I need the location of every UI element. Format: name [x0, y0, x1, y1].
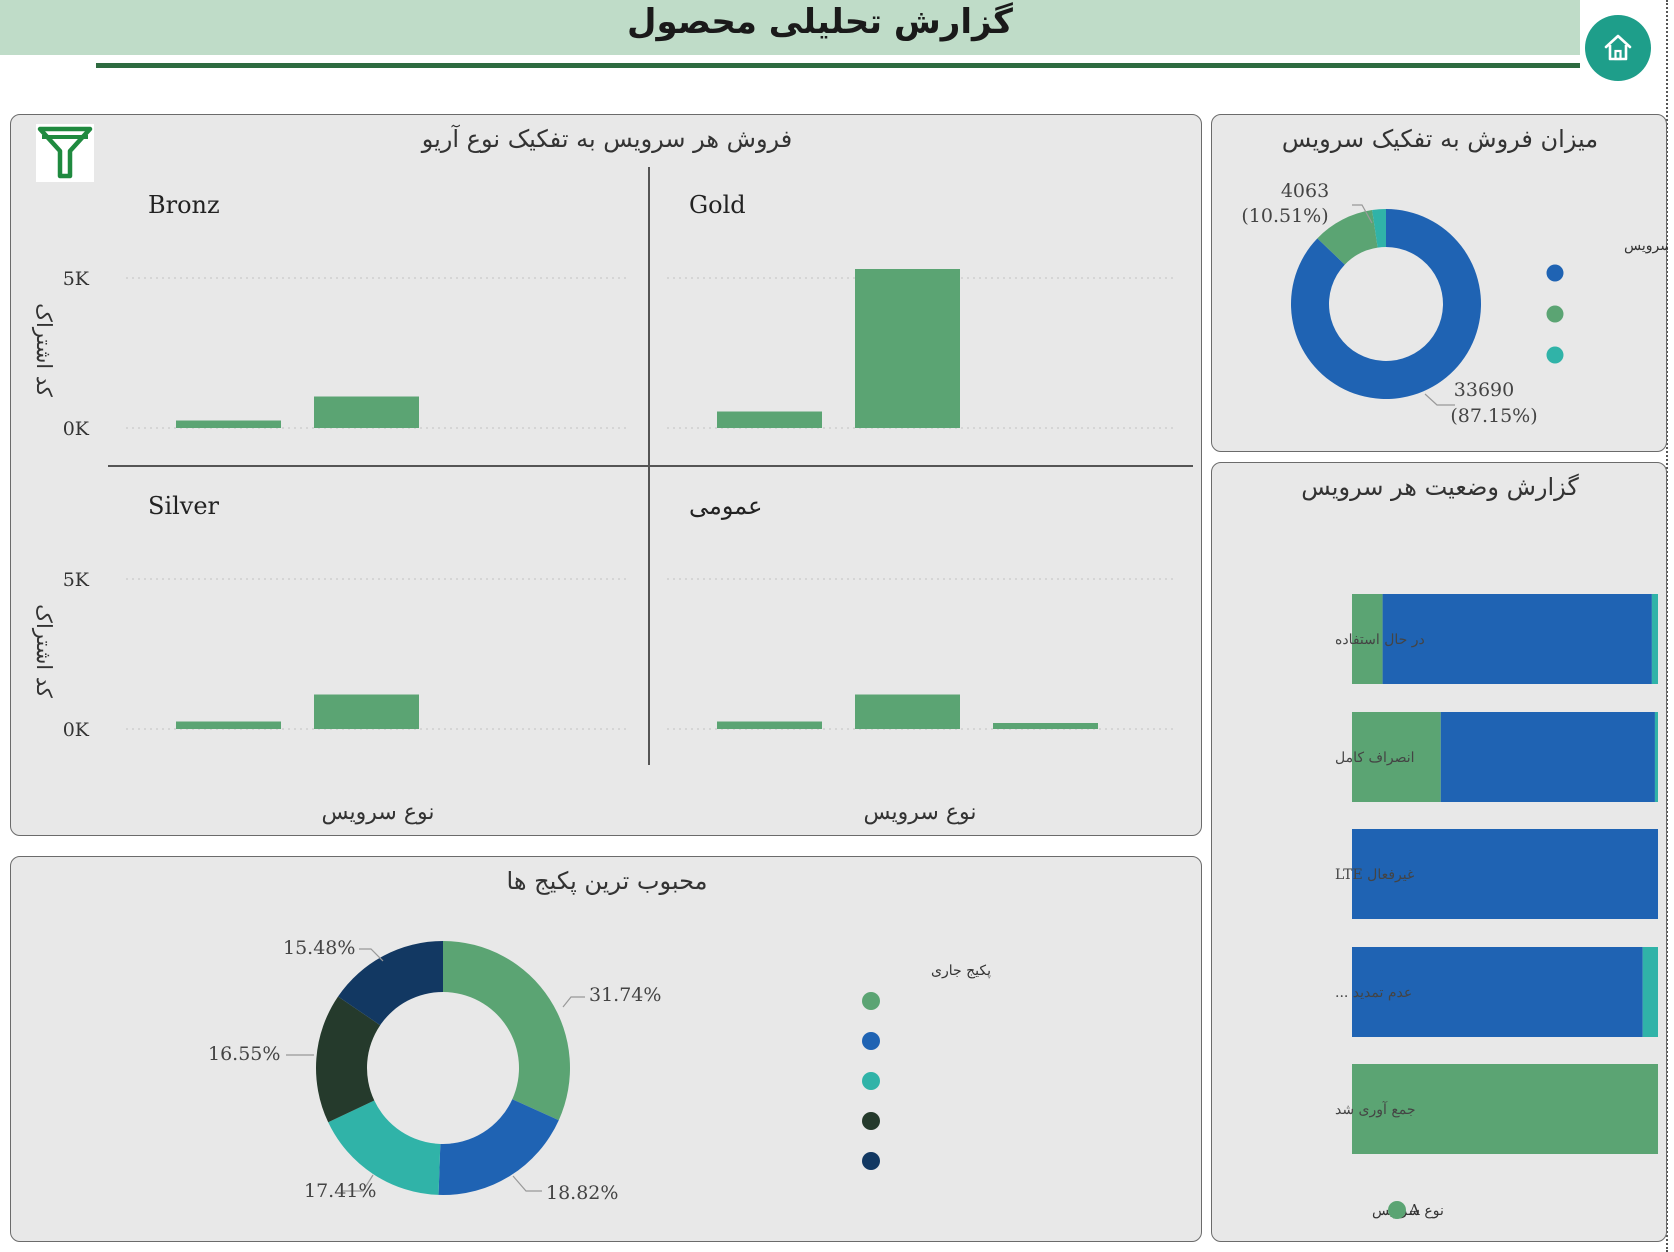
slice-percent-label: 15.48%	[283, 937, 355, 959]
donut-slice	[438, 1099, 559, 1195]
facet-title: عمومی	[689, 492, 762, 520]
legend-marker	[1546, 305, 1564, 323]
bar	[314, 694, 419, 729]
stacked-bar-segment	[1352, 712, 1441, 802]
y-axis-label: کد اشتراک	[31, 604, 56, 698]
home-icon	[1604, 34, 1632, 61]
label-leader	[342, 1174, 374, 1192]
legend-title: نوع سرویس	[1372, 1203, 1444, 1219]
bar	[176, 721, 281, 729]
legend-marker	[862, 1152, 880, 1170]
label-leader	[562, 996, 585, 1008]
donut-slice	[338, 941, 443, 1026]
y-tick-label: 0K	[63, 418, 90, 440]
bar	[314, 396, 419, 428]
service-status-panel[interactable]: گزارش وضعیت هر سرویس در حال استفاده انصرا…	[1211, 462, 1667, 1242]
slice-percent-label: 16.55%	[208, 1043, 280, 1065]
category-label: جمع آوری شد	[1335, 1100, 1416, 1118]
bar	[176, 420, 281, 428]
legend-marker	[1546, 346, 1564, 364]
x-axis-label: نوع سرویس	[864, 800, 977, 825]
facet-title: Gold	[689, 191, 746, 219]
page-title: گزارش تحلیلی محصول	[627, 2, 1013, 42]
facet-title: Silver	[148, 492, 220, 520]
stacked-bar-segment	[1382, 594, 1652, 684]
sales-by-service-title: میزان فروش به تفکیک سرویس	[1281, 125, 1599, 153]
legend-label: A	[1408, 1201, 1420, 1219]
donut-slice	[1317, 210, 1378, 265]
bar	[993, 723, 1098, 729]
stacked-bar-segment	[1352, 594, 1383, 684]
filter-button[interactable]	[36, 124, 94, 182]
area-sales-title: فروش هر سرویس به تفکیک نوع آریو	[421, 125, 793, 153]
bar	[855, 269, 960, 428]
sales-by-service-panel[interactable]: میزان فروش به تفکیک سرویس 4063 (10.51%) 33…	[1211, 114, 1668, 452]
category-label: انصراف کامل	[1335, 750, 1415, 766]
bar	[717, 411, 822, 428]
area-sales-panel[interactable]: فروش هر سرویس به تفکیک نوع آریو Bronz 5K 0…	[10, 114, 1202, 836]
legend-title: پکیج جاری	[931, 963, 991, 979]
legend-marker	[862, 1112, 880, 1130]
sales-by-service-chart: 4063 (10.51%) 33690 (87.15%) نوع سرویس	[1241, 180, 1668, 427]
y-tick-label: 5K	[63, 569, 90, 591]
y-tick-label: 0K	[63, 719, 90, 741]
legend-marker	[1546, 264, 1564, 282]
stacked-bar-segment	[1642, 947, 1658, 1037]
slice-percent-label: 18.82%	[546, 1182, 618, 1204]
label-leader	[1424, 393, 1455, 406]
legend-title: نوع سرویس	[1624, 238, 1668, 254]
legend-marker	[862, 1072, 880, 1090]
label-leader	[512, 1175, 542, 1192]
slice-percent-label: 31.74%	[589, 984, 661, 1006]
donut-slice	[443, 941, 570, 1121]
stacked-bar-segment	[1440, 712, 1655, 802]
service-status-chart: در حال استفاده انصراف کامل غیرفعال LTE عدم …	[1335, 594, 1658, 1219]
header-divider	[96, 63, 1580, 68]
popular-packages-panel[interactable]: محبوب ترین پکیج ها 31.74% 18.82% 17.41% 16.…	[10, 856, 1202, 1242]
home-button[interactable]	[1585, 15, 1651, 81]
legend-marker	[862, 1032, 880, 1050]
stacked-bar-segment	[1352, 829, 1658, 919]
x-axis-label: نوع سرویس	[322, 800, 435, 825]
slice-percent-label: 17.41%	[304, 1180, 376, 1202]
stacked-bar-segment	[1651, 594, 1658, 684]
slice-percent-label: (87.15%)	[1450, 405, 1537, 427]
donut-slice	[315, 996, 381, 1123]
label-leader	[1352, 204, 1373, 224]
area-sales-chart: Bronz 5K 0K کد اشتراک Gold Silver 5K 0K کد اشترا…	[31, 167, 1193, 825]
bar	[717, 721, 822, 729]
y-axis-label: کد اشتراک	[31, 303, 56, 397]
popular-packages-title: محبوب ترین پکیج ها	[506, 867, 708, 895]
stacked-bar-segment	[1654, 712, 1658, 802]
slice-value-label: 4063	[1281, 180, 1329, 202]
category-label: در حال استفاده	[1335, 632, 1425, 648]
legend-marker	[1388, 1201, 1406, 1219]
donut-slice	[1291, 209, 1481, 399]
slice-percent-label: (10.51%)	[1241, 205, 1328, 227]
y-tick-label: 5K	[63, 268, 90, 290]
bar	[855, 694, 960, 729]
category-label: غیرفعال LTE	[1335, 867, 1414, 883]
stacked-bar-segment	[1352, 947, 1643, 1037]
category-label: عدم تمدید ...	[1335, 985, 1412, 1001]
stacked-bar-segment	[1352, 1064, 1658, 1154]
page-edge-guide	[1666, 0, 1668, 1252]
legend-marker	[862, 992, 880, 1010]
slice-value-label: 33690	[1454, 379, 1514, 401]
popular-packages-chart: 31.74% 18.82% 17.41% 16.55% 15.48% پکیج جاری	[208, 937, 991, 1204]
donut-slice	[328, 1100, 441, 1195]
header-bar	[0, 0, 1580, 55]
label-leader	[359, 948, 384, 962]
facet-title: Bronz	[148, 191, 220, 219]
donut-slice	[1372, 209, 1386, 248]
filter-icon	[37, 126, 93, 179]
service-status-title: گزارش وضعیت هر سرویس	[1301, 473, 1579, 501]
